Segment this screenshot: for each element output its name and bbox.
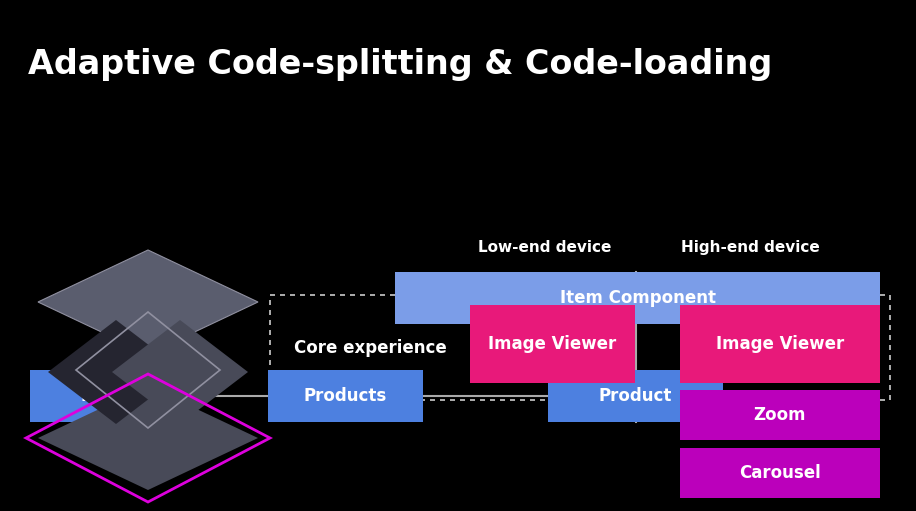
Text: Core experience: Core experience — [294, 339, 446, 357]
FancyBboxPatch shape — [680, 305, 880, 383]
Text: Zoom: Zoom — [754, 406, 806, 424]
Text: Product: Product — [599, 387, 672, 405]
Text: High-end device: High-end device — [681, 240, 820, 255]
Polygon shape — [48, 320, 184, 424]
Polygon shape — [38, 250, 258, 354]
FancyBboxPatch shape — [30, 370, 185, 422]
Text: Image Viewer: Image Viewer — [716, 335, 845, 353]
FancyBboxPatch shape — [395, 272, 880, 324]
Text: Products: Products — [304, 387, 387, 405]
FancyBboxPatch shape — [548, 370, 723, 422]
Polygon shape — [38, 386, 258, 490]
FancyBboxPatch shape — [268, 370, 423, 422]
FancyBboxPatch shape — [470, 305, 635, 383]
Text: Image Viewer: Image Viewer — [488, 335, 616, 353]
Polygon shape — [112, 320, 248, 424]
FancyBboxPatch shape — [680, 448, 880, 498]
FancyBboxPatch shape — [680, 390, 880, 440]
Text: Carousel: Carousel — [739, 464, 821, 482]
Text: Home: Home — [81, 387, 135, 405]
Text: Item Component: Item Component — [560, 289, 715, 307]
Text: Adaptive Code-splitting & Code-loading: Adaptive Code-splitting & Code-loading — [28, 48, 772, 81]
Text: Low-end device: Low-end device — [478, 240, 612, 255]
